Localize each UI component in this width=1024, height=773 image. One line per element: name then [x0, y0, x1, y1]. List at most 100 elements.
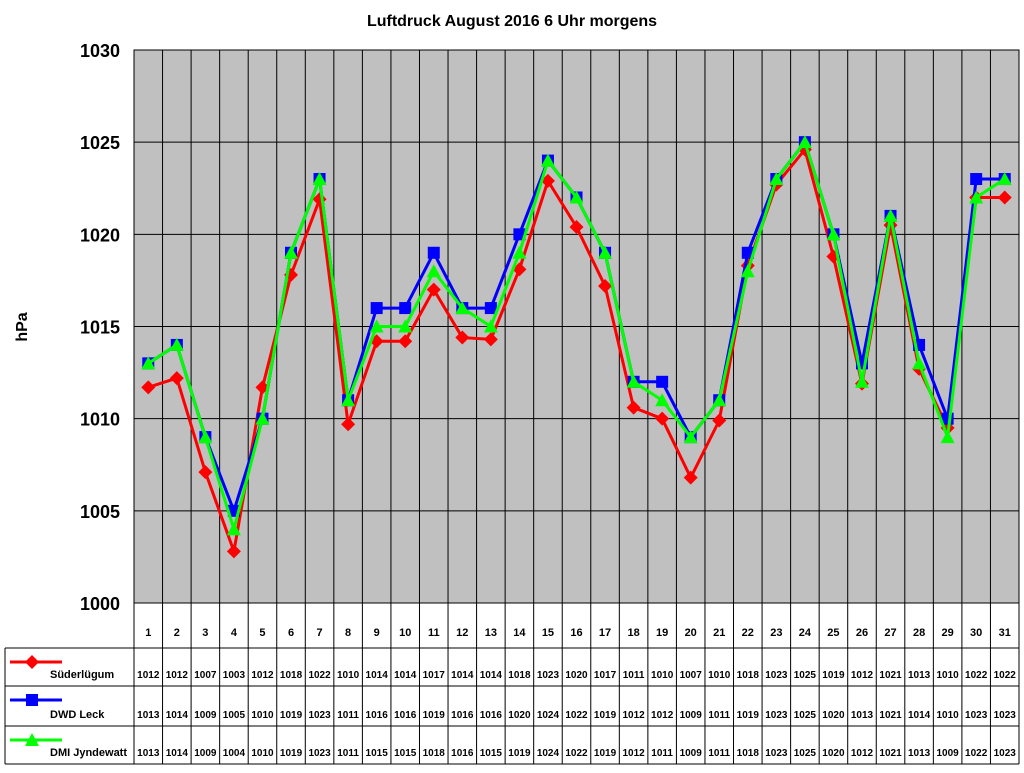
data-point — [483, 332, 498, 347]
table-cell: 1013 — [908, 748, 931, 759]
table-cell: 1019 — [822, 670, 845, 681]
legend-label: Süderlügum — [50, 669, 114, 681]
table-cell: 1011 — [651, 748, 673, 759]
data-point — [483, 319, 498, 333]
x-tick-label: 9 — [374, 627, 380, 639]
table-cell: 1010 — [651, 670, 674, 681]
table-cell: 1016 — [366, 710, 389, 721]
x-tick-label: 29 — [942, 627, 954, 639]
table-cell: 1009 — [680, 710, 703, 721]
table-cell: 1016 — [451, 710, 474, 721]
data-point — [398, 319, 413, 333]
data-point — [484, 302, 497, 315]
table-cell: 1017 — [594, 670, 617, 681]
data-point — [169, 337, 184, 351]
table-cell: 1023 — [308, 748, 331, 759]
table-cell: 1023 — [994, 710, 1017, 721]
table-cell: 1009 — [937, 748, 960, 759]
y-tick-label: 1010 — [80, 410, 120, 430]
table-cell: 1020 — [565, 670, 588, 681]
table-cell: 1014 — [480, 670, 503, 681]
x-tick-label: 3 — [202, 627, 208, 639]
table-cell: 1009 — [194, 748, 217, 759]
data-point — [912, 356, 927, 370]
x-tick-label: 22 — [742, 627, 754, 639]
x-tick-label: 24 — [799, 627, 812, 639]
table-cell: 1010 — [937, 670, 960, 681]
x-tick-label: 30 — [970, 627, 982, 639]
x-tick-label: 14 — [513, 627, 526, 639]
x-tick-label: 31 — [999, 627, 1011, 639]
table-cell: 1021 — [879, 748, 902, 759]
table-cell: 1019 — [594, 748, 617, 759]
data-point — [741, 246, 754, 259]
data-point — [683, 470, 698, 485]
table-cell: 1012 — [622, 748, 645, 759]
series-dmi-jyndewatt — [141, 135, 1012, 536]
table-cell: 1011 — [708, 748, 730, 759]
data-point — [226, 544, 241, 559]
table-cell: 1014 — [908, 710, 931, 721]
table-cell: 1012 — [166, 670, 189, 681]
table-cell: 1025 — [794, 710, 817, 721]
table-cell: 1011 — [708, 710, 730, 721]
table-cell: 1015 — [366, 748, 389, 759]
y-tick-label: 1000 — [80, 594, 120, 614]
x-tick-label: 18 — [627, 627, 639, 639]
data-point — [656, 375, 669, 388]
table-cell: 1019 — [737, 710, 760, 721]
chart-title: Luftdruck August 2016 6 Uhr morgens — [367, 13, 657, 30]
table-cell: 1023 — [965, 710, 988, 721]
x-tick-label: 2 — [174, 627, 180, 639]
data-point — [997, 172, 1012, 186]
table-cell: 1023 — [765, 748, 788, 759]
data-point — [455, 301, 470, 315]
table-cell: 1022 — [308, 670, 331, 681]
data-point — [398, 334, 413, 349]
data-point — [427, 246, 440, 259]
y-tick-label: 1005 — [80, 502, 120, 522]
x-tick-label: 17 — [599, 627, 611, 639]
x-tick-label: 8 — [345, 627, 351, 639]
data-point — [25, 733, 39, 746]
table-cell: 1016 — [394, 710, 417, 721]
y-tick-label: 1015 — [80, 318, 120, 338]
table-cell: 1007 — [680, 670, 703, 681]
data-point — [399, 302, 412, 315]
x-tick-label: 23 — [770, 627, 782, 639]
data-point — [198, 430, 213, 444]
table-cell: 1013 — [851, 710, 874, 721]
table-cell: 1021 — [879, 670, 902, 681]
data-point — [854, 374, 869, 388]
table-cell: 1021 — [879, 710, 902, 721]
data-point — [655, 393, 670, 407]
x-tick-label: 1 — [145, 627, 151, 639]
data-point — [712, 393, 727, 407]
table-cell: 1012 — [851, 748, 874, 759]
x-tick-label: 26 — [856, 627, 868, 639]
data-point — [370, 302, 383, 315]
data-point — [655, 411, 670, 426]
x-tick-label: 13 — [485, 627, 497, 639]
table-cell: 1014 — [166, 748, 189, 759]
data-point — [740, 264, 755, 278]
table-cell: 1011 — [623, 670, 645, 681]
y-axis-label: hPa — [14, 312, 31, 341]
table-cell: 1012 — [851, 670, 874, 681]
table-cell: 1005 — [223, 710, 246, 721]
table-cell: 1017 — [423, 670, 446, 681]
data-point — [455, 330, 470, 345]
data-point — [769, 172, 784, 186]
table-cell: 1014 — [451, 670, 474, 681]
table-cell: 1012 — [651, 710, 674, 721]
data-point — [712, 413, 727, 428]
table-cell: 1018 — [423, 748, 446, 759]
table-cell: 1020 — [508, 710, 531, 721]
data-point — [970, 173, 983, 186]
data-point — [255, 411, 270, 425]
x-tick-label: 10 — [399, 627, 411, 639]
table-cell: 1009 — [194, 710, 217, 721]
legend-label: DWD Leck — [50, 709, 105, 721]
table-cell: 1024 — [537, 748, 560, 759]
series-layer — [141, 135, 1012, 559]
